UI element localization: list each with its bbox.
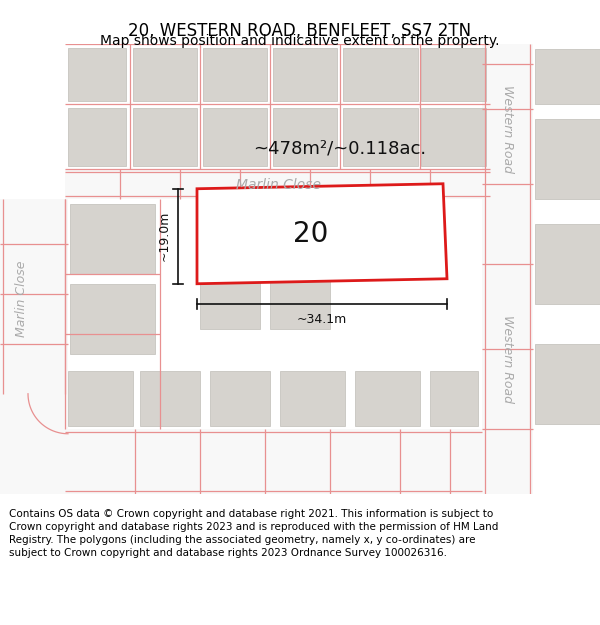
Bar (421, 48, 486, 101)
Bar (421, 107, 486, 166)
Bar (343, 48, 418, 101)
Text: ~34.1m: ~34.1m (297, 313, 347, 326)
Polygon shape (0, 394, 68, 434)
Text: Marlin Close: Marlin Close (16, 261, 29, 337)
Bar (70, 284, 155, 354)
Polygon shape (65, 429, 482, 494)
Text: Marlin Close: Marlin Close (235, 177, 320, 192)
Text: Western Road: Western Road (502, 85, 515, 172)
Bar (200, 281, 260, 329)
Bar (133, 107, 197, 166)
Bar (273, 48, 337, 101)
Bar (70, 204, 155, 274)
Text: 20: 20 (293, 220, 329, 248)
Bar (140, 371, 200, 426)
Text: ~478m²/~0.118ac.: ~478m²/~0.118ac. (253, 140, 427, 158)
Bar (203, 48, 267, 101)
Bar (200, 219, 260, 274)
Polygon shape (482, 44, 533, 494)
Bar (68, 48, 126, 101)
Bar (210, 371, 270, 426)
Text: 20, WESTERN ROAD, BENFLEET, SS7 2TN: 20, WESTERN ROAD, BENFLEET, SS7 2TN (128, 22, 472, 40)
Polygon shape (0, 394, 68, 494)
Bar (535, 49, 600, 104)
Bar (535, 344, 600, 424)
Polygon shape (65, 169, 490, 199)
Bar (343, 107, 418, 166)
Bar (355, 371, 420, 426)
Text: Map shows position and indicative extent of the property.: Map shows position and indicative extent… (100, 34, 500, 48)
Bar (270, 219, 330, 274)
Bar (133, 48, 197, 101)
Bar (203, 107, 267, 166)
Bar (273, 107, 337, 166)
Bar (270, 281, 330, 329)
Text: Western Road: Western Road (502, 315, 515, 402)
Polygon shape (197, 184, 447, 284)
Bar (535, 224, 600, 304)
Bar (535, 119, 600, 199)
Bar (280, 371, 345, 426)
Text: Contains OS data © Crown copyright and database right 2021. This information is : Contains OS data © Crown copyright and d… (9, 509, 499, 558)
Bar (68, 107, 126, 166)
Text: ~19.0m: ~19.0m (157, 211, 170, 261)
Bar (68, 371, 133, 426)
Polygon shape (0, 199, 68, 394)
Bar (430, 371, 478, 426)
